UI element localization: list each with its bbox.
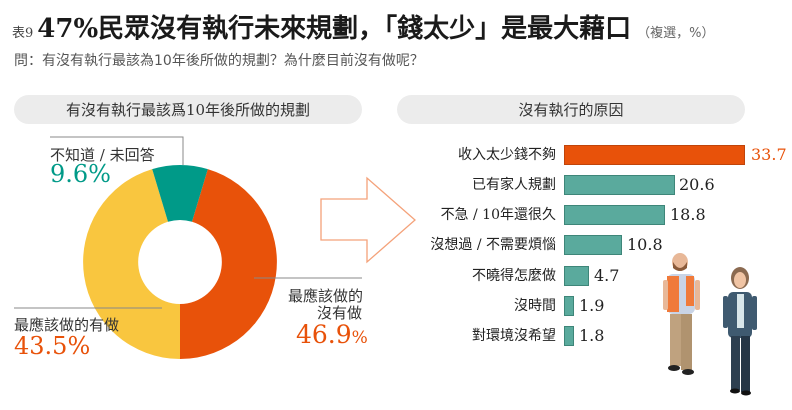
bar xyxy=(564,145,745,165)
bar-label: 沒時間 xyxy=(514,298,556,314)
donut-slice-unknown xyxy=(152,165,208,222)
donut-section-title: 有沒有執行最該爲10年後所做的規劃 xyxy=(14,95,362,124)
bar-section-title: 沒有執行的原因 xyxy=(397,95,745,124)
survey-question: 問：有沒有執行最該為10年後所做的規劃？為什麼目前沒有做呢？ xyxy=(14,53,424,69)
page-title: 47%民眾沒有執行未來規劃，「錢太少」是最大藉口 xyxy=(37,14,632,44)
chart-header: 表9 47%民眾沒有執行未來規劃，「錢太少」是最大藉口 （複選，%） xyxy=(12,8,715,45)
label-didnt-line2: 沒有做 xyxy=(316,304,362,322)
label-unknown: 不知道 / 未回答 xyxy=(50,146,155,164)
bar xyxy=(564,205,665,225)
bar-label: 收入太少錢不夠 xyxy=(458,147,556,163)
bar xyxy=(564,266,589,286)
bar-label: 沒想過 / 不需要煩惱 xyxy=(430,237,556,253)
bar xyxy=(564,326,574,346)
value-did: 43.5% xyxy=(14,332,91,360)
value-didnt: 46.9% xyxy=(296,320,368,351)
value-didnt-number: 46.9 xyxy=(296,320,352,349)
arrow-right-icon xyxy=(320,176,416,264)
bar-value: 1.8 xyxy=(579,326,605,345)
donut-slice-did xyxy=(83,169,180,359)
label-did: 最應該做的有做 xyxy=(14,316,120,334)
bar-label: 不曉得怎麼做 xyxy=(472,268,556,284)
leader-line-unknown xyxy=(50,136,184,165)
people-illustration xyxy=(663,253,757,396)
bar-value: 10.8 xyxy=(627,235,663,254)
value-didnt-pct: % xyxy=(351,328,368,348)
bar-value: 18.8 xyxy=(670,205,706,224)
bar-label: 已有家人規劃 xyxy=(472,177,556,193)
table-number: 表9 xyxy=(12,26,34,41)
title-note: （複選，%） xyxy=(637,26,715,41)
label-didnt-line1: 最應該做的 xyxy=(288,287,364,305)
bar-value: 4.7 xyxy=(594,266,620,285)
bar xyxy=(564,175,675,195)
donut-chart xyxy=(83,165,277,359)
bar xyxy=(564,296,574,316)
donut-slice-didnt xyxy=(180,169,277,359)
bar-value: 1.9 xyxy=(579,296,605,315)
bar-value: 20.6 xyxy=(679,175,715,194)
bar xyxy=(564,235,622,255)
value-unknown: 9.6% xyxy=(50,160,111,188)
bar-label: 不急 / 10年還很久 xyxy=(440,207,556,223)
bar-value: 33.7 xyxy=(751,145,787,164)
bar-label: 對環境沒希望 xyxy=(472,328,556,344)
